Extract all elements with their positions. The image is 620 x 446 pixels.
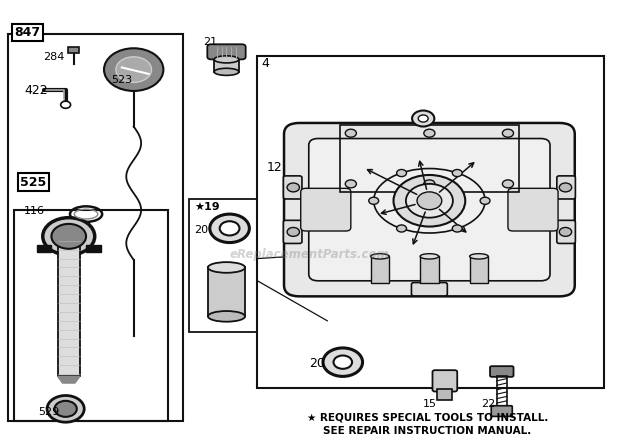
Circle shape: [394, 175, 465, 227]
Bar: [438, 389, 452, 400]
FancyBboxPatch shape: [557, 176, 575, 199]
Bar: [8, 34, 183, 421]
Text: ★ REQUIRES SPECIAL TOOLS TO INSTALL.: ★ REQUIRES SPECIAL TOOLS TO INSTALL.: [307, 413, 548, 423]
FancyBboxPatch shape: [283, 176, 302, 199]
Circle shape: [51, 224, 86, 249]
Circle shape: [369, 197, 379, 204]
Ellipse shape: [208, 262, 245, 273]
Bar: [420, 256, 439, 283]
Circle shape: [287, 183, 299, 192]
Polygon shape: [86, 245, 101, 252]
FancyBboxPatch shape: [557, 220, 575, 244]
Text: 523: 523: [111, 75, 132, 85]
Text: 529: 529: [38, 407, 59, 417]
Text: 21: 21: [203, 37, 217, 47]
Bar: [214, 59, 239, 72]
Ellipse shape: [214, 56, 239, 63]
FancyBboxPatch shape: [491, 406, 512, 417]
Text: ★19: ★19: [194, 202, 220, 212]
Bar: [189, 198, 257, 332]
Text: 20: 20: [309, 356, 325, 370]
Circle shape: [480, 197, 490, 204]
Bar: [208, 268, 245, 316]
Circle shape: [43, 218, 95, 255]
Text: 22: 22: [480, 400, 495, 409]
Text: 4: 4: [262, 58, 270, 70]
Bar: [340, 125, 519, 192]
Circle shape: [210, 214, 249, 243]
FancyBboxPatch shape: [490, 366, 513, 377]
Circle shape: [452, 225, 462, 232]
Text: 847: 847: [14, 26, 40, 39]
Text: eReplacementParts.com: eReplacementParts.com: [230, 248, 390, 260]
Circle shape: [397, 225, 407, 232]
Ellipse shape: [214, 68, 239, 75]
Circle shape: [406, 184, 453, 218]
Circle shape: [104, 48, 164, 91]
Circle shape: [502, 129, 513, 137]
Circle shape: [424, 129, 435, 137]
Circle shape: [452, 169, 462, 177]
FancyBboxPatch shape: [309, 139, 550, 281]
Bar: [469, 256, 488, 283]
Circle shape: [412, 111, 435, 127]
Circle shape: [418, 115, 428, 122]
Bar: [371, 256, 389, 283]
Circle shape: [323, 348, 363, 376]
FancyBboxPatch shape: [412, 283, 448, 296]
Circle shape: [424, 180, 435, 188]
Ellipse shape: [371, 254, 389, 259]
Polygon shape: [37, 245, 51, 252]
FancyBboxPatch shape: [508, 188, 558, 231]
FancyBboxPatch shape: [284, 123, 575, 296]
Ellipse shape: [208, 311, 245, 322]
Circle shape: [47, 396, 84, 422]
Text: 422: 422: [24, 84, 48, 97]
Bar: [14, 210, 168, 421]
Circle shape: [55, 401, 77, 417]
Ellipse shape: [420, 254, 439, 259]
Circle shape: [219, 221, 239, 235]
Text: SEE REPAIR INSTRUCTION MANUAL.: SEE REPAIR INSTRUCTION MANUAL.: [324, 426, 532, 436]
Bar: [497, 376, 507, 409]
Circle shape: [287, 227, 299, 236]
Circle shape: [397, 169, 407, 177]
Bar: [58, 239, 80, 376]
Text: 525: 525: [20, 176, 46, 189]
FancyBboxPatch shape: [207, 44, 246, 59]
Circle shape: [334, 355, 352, 369]
FancyBboxPatch shape: [433, 370, 457, 392]
Circle shape: [559, 183, 572, 192]
Circle shape: [61, 101, 71, 108]
Text: 116: 116: [24, 206, 45, 215]
Polygon shape: [58, 376, 80, 383]
Text: 284: 284: [43, 52, 64, 62]
Text: 12: 12: [267, 161, 283, 174]
Circle shape: [417, 192, 442, 210]
Circle shape: [345, 180, 356, 188]
FancyBboxPatch shape: [301, 188, 351, 231]
Circle shape: [345, 129, 356, 137]
Text: 20: 20: [193, 225, 208, 235]
Ellipse shape: [469, 254, 488, 259]
Bar: [257, 56, 604, 388]
Text: 15: 15: [423, 400, 436, 409]
Circle shape: [502, 180, 513, 188]
FancyBboxPatch shape: [283, 220, 302, 244]
FancyBboxPatch shape: [68, 47, 79, 53]
Circle shape: [559, 227, 572, 236]
Circle shape: [116, 57, 151, 83]
